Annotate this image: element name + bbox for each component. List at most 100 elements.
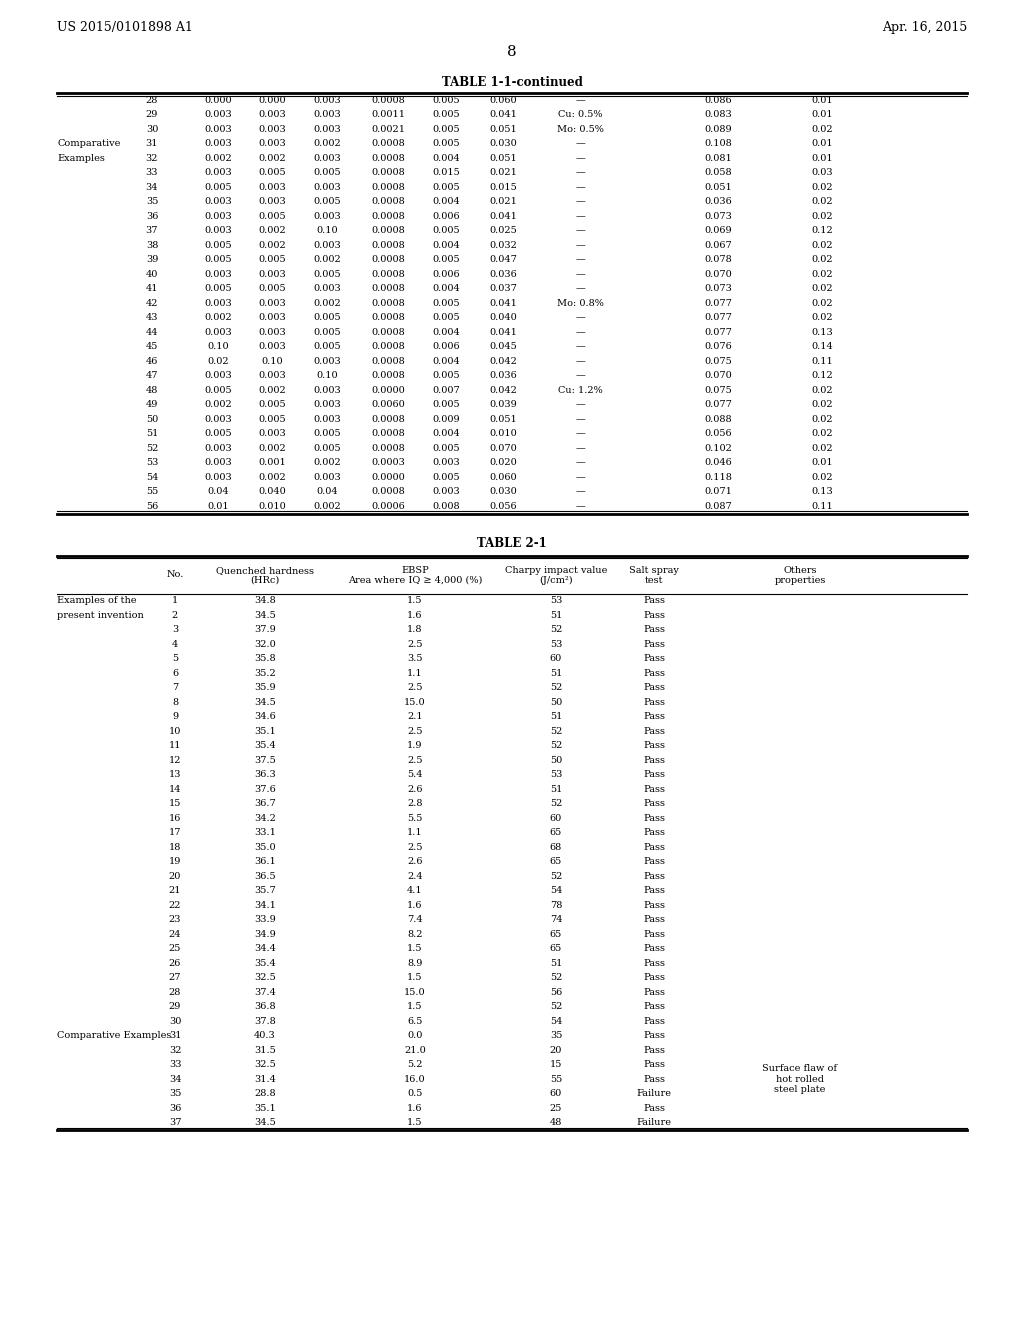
Text: 8.9: 8.9 xyxy=(408,958,423,968)
Text: 29: 29 xyxy=(145,111,158,119)
Text: 53: 53 xyxy=(550,640,562,648)
Text: properties: properties xyxy=(774,576,825,585)
Text: 20: 20 xyxy=(169,871,181,880)
Text: Pass: Pass xyxy=(643,771,665,779)
Text: 0.003: 0.003 xyxy=(258,182,286,191)
Text: Pass: Pass xyxy=(643,597,665,606)
Text: Examples: Examples xyxy=(57,153,104,162)
Text: 55: 55 xyxy=(550,1074,562,1084)
Text: 0.040: 0.040 xyxy=(258,487,286,496)
Text: 0.060: 0.060 xyxy=(489,96,517,104)
Text: 34: 34 xyxy=(145,182,159,191)
Text: —: — xyxy=(575,226,585,235)
Text: 0.001: 0.001 xyxy=(258,458,286,467)
Text: 0.02: 0.02 xyxy=(811,429,833,438)
Text: 0.005: 0.005 xyxy=(258,414,286,424)
Text: 51: 51 xyxy=(550,669,562,677)
Text: Comparative Examples: Comparative Examples xyxy=(57,1031,171,1040)
Text: 14: 14 xyxy=(169,785,181,793)
Text: 35.8: 35.8 xyxy=(254,655,275,663)
Text: —: — xyxy=(575,327,585,337)
Text: 41: 41 xyxy=(145,284,159,293)
Text: 8.2: 8.2 xyxy=(408,929,423,939)
Text: 0.078: 0.078 xyxy=(705,255,732,264)
Text: 0.002: 0.002 xyxy=(204,153,231,162)
Text: 0.02: 0.02 xyxy=(811,125,833,133)
Text: 0.015: 0.015 xyxy=(432,168,460,177)
Text: —: — xyxy=(575,400,585,409)
Text: 21.0: 21.0 xyxy=(404,1045,426,1055)
Text: 36: 36 xyxy=(145,211,158,220)
Text: 45: 45 xyxy=(145,342,158,351)
Text: Cu: 1.2%: Cu: 1.2% xyxy=(558,385,602,395)
Text: 37: 37 xyxy=(169,1118,181,1127)
Text: 0.039: 0.039 xyxy=(489,400,517,409)
Text: 68: 68 xyxy=(550,842,562,851)
Text: Pass: Pass xyxy=(643,1074,665,1084)
Text: Pass: Pass xyxy=(643,813,665,822)
Text: Pass: Pass xyxy=(643,756,665,764)
Text: 0.030: 0.030 xyxy=(489,487,517,496)
Text: 0.0008: 0.0008 xyxy=(371,298,404,308)
Text: 34.2: 34.2 xyxy=(254,813,275,822)
Text: 0.13: 0.13 xyxy=(811,327,833,337)
Text: 15.0: 15.0 xyxy=(404,987,426,997)
Text: 0.004: 0.004 xyxy=(432,197,460,206)
Text: —: — xyxy=(575,139,585,148)
Text: 21: 21 xyxy=(169,886,181,895)
Text: 0.007: 0.007 xyxy=(432,385,460,395)
Text: 0.10: 0.10 xyxy=(261,356,283,366)
Text: 19: 19 xyxy=(169,857,181,866)
Text: 0.070: 0.070 xyxy=(705,371,732,380)
Text: 0.002: 0.002 xyxy=(258,153,286,162)
Text: 2.5: 2.5 xyxy=(408,842,423,851)
Text: 0.005: 0.005 xyxy=(258,284,286,293)
Text: Charpy impact value: Charpy impact value xyxy=(505,566,607,576)
Text: 0.040: 0.040 xyxy=(489,313,517,322)
Text: 52: 52 xyxy=(550,742,562,750)
Text: 0.005: 0.005 xyxy=(258,255,286,264)
Text: 0.0008: 0.0008 xyxy=(371,211,404,220)
Text: 0.5: 0.5 xyxy=(408,1089,423,1098)
Text: 0.077: 0.077 xyxy=(705,327,732,337)
Text: 2.5: 2.5 xyxy=(408,684,423,692)
Text: 0.003: 0.003 xyxy=(204,458,231,467)
Text: 43: 43 xyxy=(145,313,159,322)
Text: 55: 55 xyxy=(145,487,158,496)
Text: 0.005: 0.005 xyxy=(204,240,231,249)
Text: (HRc): (HRc) xyxy=(251,576,280,585)
Text: 34.6: 34.6 xyxy=(254,713,275,721)
Text: Pass: Pass xyxy=(643,958,665,968)
Text: 0.003: 0.003 xyxy=(204,473,231,482)
Text: 0.015: 0.015 xyxy=(489,182,517,191)
Text: 35: 35 xyxy=(550,1031,562,1040)
Text: —: — xyxy=(575,342,585,351)
Text: 0.003: 0.003 xyxy=(258,269,286,279)
Text: 13: 13 xyxy=(169,771,181,779)
Text: 0.056: 0.056 xyxy=(489,502,517,511)
Text: 35.1: 35.1 xyxy=(254,1104,275,1113)
Text: 33: 33 xyxy=(145,168,159,177)
Text: —: — xyxy=(575,414,585,424)
Text: 23: 23 xyxy=(169,915,181,924)
Text: 18: 18 xyxy=(169,842,181,851)
Text: 0.0006: 0.0006 xyxy=(371,502,404,511)
Text: Failure: Failure xyxy=(637,1118,672,1127)
Text: 3.5: 3.5 xyxy=(408,655,423,663)
Text: Pass: Pass xyxy=(643,655,665,663)
Text: 60: 60 xyxy=(550,813,562,822)
Text: 0.02: 0.02 xyxy=(811,473,833,482)
Text: 0.003: 0.003 xyxy=(258,327,286,337)
Text: 37.6: 37.6 xyxy=(254,785,275,793)
Text: Pass: Pass xyxy=(643,727,665,735)
Text: Examples of the: Examples of the xyxy=(57,597,136,606)
Text: 0.0008: 0.0008 xyxy=(371,269,404,279)
Text: 0.003: 0.003 xyxy=(258,139,286,148)
Text: 22: 22 xyxy=(169,900,181,909)
Text: 0.003: 0.003 xyxy=(258,111,286,119)
Text: 37: 37 xyxy=(145,226,159,235)
Text: 56: 56 xyxy=(550,987,562,997)
Text: 49: 49 xyxy=(145,400,158,409)
Text: 30: 30 xyxy=(145,125,158,133)
Text: 2: 2 xyxy=(172,611,178,620)
